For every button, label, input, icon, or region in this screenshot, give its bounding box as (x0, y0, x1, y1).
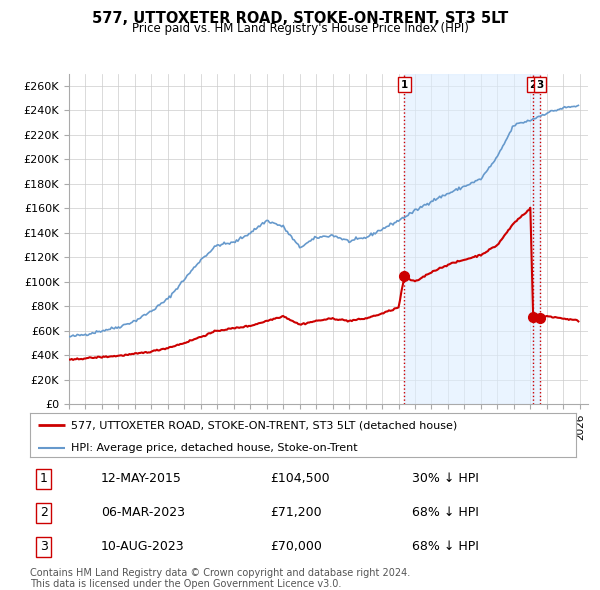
Text: 1: 1 (40, 472, 47, 486)
Text: Price paid vs. HM Land Registry's House Price Index (HPI): Price paid vs. HM Land Registry's House … (131, 22, 469, 35)
Bar (404, 74, 533, 404)
Text: 577, UTTOXETER ROAD, STOKE-ON-TRENT, ST3 5LT (detached house): 577, UTTOXETER ROAD, STOKE-ON-TRENT, ST3… (71, 421, 457, 430)
Text: 06-MAR-2023: 06-MAR-2023 (101, 506, 185, 519)
Text: 577, UTTOXETER ROAD, STOKE-ON-TRENT, ST3 5LT: 577, UTTOXETER ROAD, STOKE-ON-TRENT, ST3… (92, 11, 508, 25)
Text: 2: 2 (40, 506, 47, 519)
Text: £70,000: £70,000 (270, 540, 322, 553)
Text: £71,200: £71,200 (270, 506, 322, 519)
Text: 1: 1 (401, 80, 408, 90)
Text: 30% ↓ HPI: 30% ↓ HPI (412, 472, 479, 486)
Text: £104,500: £104,500 (270, 472, 330, 486)
Text: 68% ↓ HPI: 68% ↓ HPI (412, 540, 479, 553)
Text: 3: 3 (40, 540, 47, 553)
Bar (533, 74, 540, 404)
Text: HPI: Average price, detached house, Stoke-on-Trent: HPI: Average price, detached house, Stok… (71, 442, 358, 453)
Text: 10-AUG-2023: 10-AUG-2023 (101, 540, 185, 553)
Text: 68% ↓ HPI: 68% ↓ HPI (412, 506, 479, 519)
Text: 2: 2 (530, 80, 537, 90)
Text: Contains HM Land Registry data © Crown copyright and database right 2024.
This d: Contains HM Land Registry data © Crown c… (30, 568, 410, 589)
Text: 3: 3 (536, 80, 544, 90)
Text: 12-MAY-2015: 12-MAY-2015 (101, 472, 182, 486)
